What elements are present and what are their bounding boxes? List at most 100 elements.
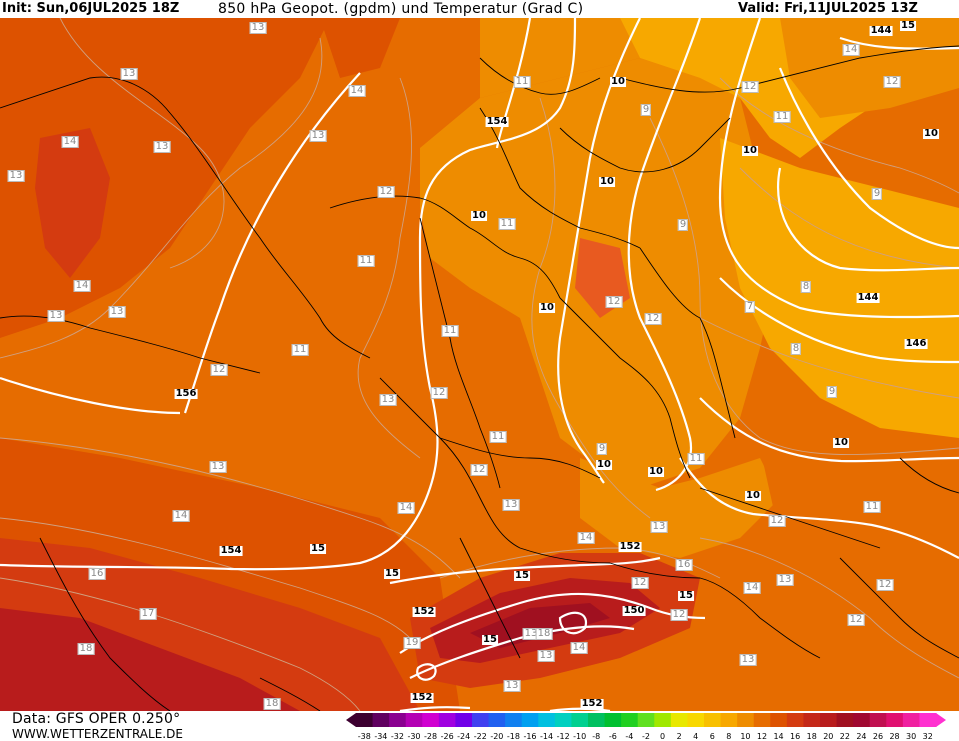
isotherm-label: 13 <box>776 574 794 586</box>
temperature-field-10-east <box>780 18 959 118</box>
legend-tick-label: -34 <box>374 732 387 741</box>
geopotential-label: 15 <box>482 634 498 645</box>
isotherm-label: 13 <box>537 650 555 662</box>
geopotential-label: 15 <box>514 570 530 581</box>
legend-tick-label: -14 <box>540 732 553 741</box>
legend-tick-label: -28 <box>424 732 437 741</box>
legend-swatch <box>438 713 456 727</box>
legend-tick-label: -20 <box>490 732 503 741</box>
legend-tick-label: 4 <box>693 732 698 741</box>
legend-swatch <box>886 713 904 727</box>
legend-tick-label: 24 <box>856 732 866 741</box>
legend-tick-label: -4 <box>625 732 633 741</box>
isotherm-label: 13 <box>209 461 227 473</box>
geopotential-label: 154 <box>219 545 243 556</box>
legend-swatch <box>455 713 473 727</box>
isotherm-label: 11 <box>291 344 309 356</box>
isotherm-label: 14 <box>172 510 190 522</box>
isotherm-label: 11 <box>489 431 507 443</box>
isotherm-label: 13 <box>503 680 521 692</box>
legend-swatch <box>770 713 788 727</box>
isotherm-label: 14 <box>348 85 366 97</box>
legend-swatch <box>372 713 390 727</box>
legend-swatch <box>670 713 688 727</box>
isotherm-label: 13 <box>379 394 397 406</box>
isotherm-label: 18 <box>263 698 281 710</box>
isotherm-label: 8 <box>800 281 812 293</box>
legend-max-arrow <box>936 713 946 727</box>
legend-swatch <box>902 713 920 727</box>
legend-tick-label: 30 <box>906 732 916 741</box>
isotherm-label: 12 <box>768 515 786 527</box>
isotherm-label: 13 <box>120 68 138 80</box>
isotherm-label: 13 <box>47 310 65 322</box>
geopotential-label: 10 <box>596 459 612 470</box>
isotherm-label: 11 <box>441 325 459 337</box>
isotherm-label: 12 <box>470 464 488 476</box>
legend-swatch <box>704 713 722 727</box>
legend-tick-label: 14 <box>773 732 783 741</box>
legend-tick-label: -18 <box>507 732 520 741</box>
isotherm-label: 12 <box>670 609 688 621</box>
legend-min-arrow <box>346 713 356 727</box>
legend-tick-label: 26 <box>873 732 883 741</box>
legend-tick-label: 0 <box>660 732 665 741</box>
legend-tick-label: -30 <box>407 732 420 741</box>
temperature-field-12-southeast <box>700 448 959 711</box>
isotherm-label: 13 <box>739 654 757 666</box>
legend-swatch <box>836 713 854 727</box>
geopotential-label: 10 <box>833 437 849 448</box>
legend-swatch <box>488 713 506 727</box>
isotherm-label: 11 <box>513 76 531 88</box>
isotherm-label: 12 <box>605 296 623 308</box>
isotherm-label: 14 <box>61 136 79 148</box>
legend-tick-label: -6 <box>609 732 617 741</box>
isotherm-label: 7 <box>744 301 756 313</box>
isotherm-label: 9 <box>640 104 652 116</box>
website-credit: WWW.WETTERZENTRALE.DE <box>12 727 183 741</box>
isotherm-label: 14 <box>73 280 91 292</box>
isotherm-label: 18 <box>535 628 553 640</box>
temperature-field-14-top <box>320 18 400 78</box>
temperature-field-16-west <box>35 128 110 278</box>
isotherm-label: 13 <box>7 170 25 182</box>
isotherm-label: 9 <box>596 443 608 455</box>
isotherm-label: 13 <box>522 628 540 640</box>
isotherm-label: 11 <box>498 218 516 230</box>
legend-tick-label: -32 <box>391 732 404 741</box>
legend-tick-label: -8 <box>592 732 600 741</box>
isotherm-label: 13 <box>153 141 171 153</box>
legend-tick-label: 32 <box>923 732 933 741</box>
legend-tick-label: 16 <box>790 732 800 741</box>
legend-swatch <box>753 713 771 727</box>
isotherm-label: 19 <box>403 637 421 649</box>
country-borders <box>0 45 959 711</box>
legend-tick-label: 8 <box>726 732 731 741</box>
legend-swatch <box>621 713 639 727</box>
legend-tick-label: 22 <box>840 732 850 741</box>
isotherm-label: 11 <box>863 501 881 513</box>
legend-tick-label: -22 <box>474 732 487 741</box>
legend-tick-label: -2 <box>642 732 650 741</box>
legend-tick-label: 2 <box>677 732 682 741</box>
legend-swatch <box>637 713 655 727</box>
isotherm-label: 17 <box>139 608 157 620</box>
temperature-field-20-alps <box>470 603 610 648</box>
geopotential-label: 10 <box>745 490 761 501</box>
isotherm-label: 13 <box>249 22 267 34</box>
isotherm-label: 12 <box>883 76 901 88</box>
geopotential-label: 150 <box>622 605 646 616</box>
isotherm-label: 11 <box>357 255 375 267</box>
geopotential-label: 152 <box>410 692 434 703</box>
legend-swatch <box>571 713 589 727</box>
legend-tick-label: -38 <box>358 732 371 741</box>
geopotential-label: 15 <box>900 20 916 31</box>
geopotential-label: 146 <box>904 338 928 349</box>
geopotential-label: 10 <box>610 76 626 87</box>
geopotential-label: 15 <box>678 590 694 601</box>
weather-map <box>0 18 959 711</box>
isotherm-label: 12 <box>377 186 395 198</box>
geopotential-label: 144 <box>856 292 880 303</box>
legend-swatch <box>521 713 539 727</box>
legend-tick-label: 20 <box>823 732 833 741</box>
